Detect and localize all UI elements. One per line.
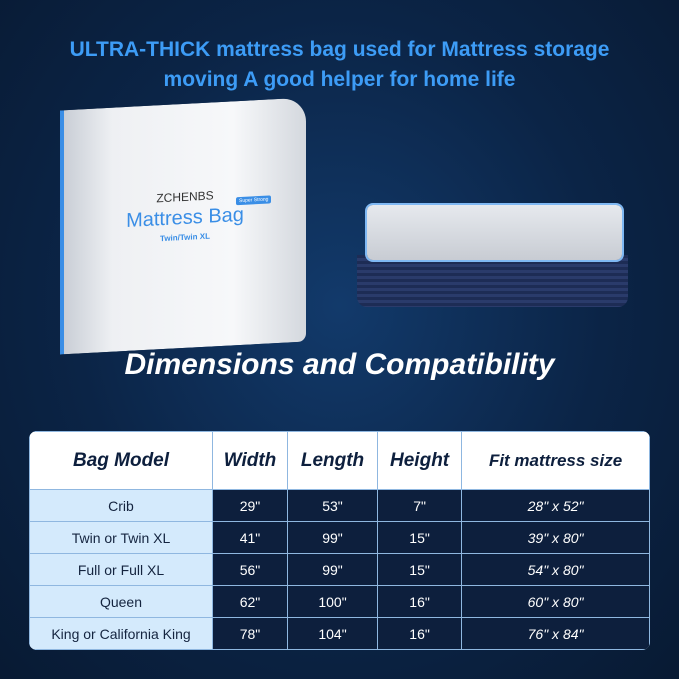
header-width: Width	[212, 431, 288, 490]
cell-width: 62"	[212, 585, 288, 618]
table-row: Twin or Twin XL 41" 99" 15" 39" x 80"	[29, 521, 650, 554]
cell-bag-model: Full or Full XL	[29, 553, 213, 586]
dimensions-table: Bag Model Width Length Height Fit mattre…	[29, 431, 650, 650]
cell-width: 41"	[212, 521, 288, 554]
cell-height: 16"	[377, 585, 463, 618]
cell-width: 78"	[212, 617, 288, 650]
mattress-top	[367, 205, 622, 260]
headline-line-1: ULTRA-THICK mattress bag used for Mattre…	[69, 38, 610, 61]
cell-height: 15"	[377, 521, 463, 554]
cell-fit-size: 60" x 80"	[461, 585, 650, 618]
header-height: Height	[377, 431, 463, 490]
cell-fit-size: 76" x 84"	[461, 617, 650, 650]
mattress-bag-image: ZCHENBS Super Strong Mattress Bag Twin/T…	[60, 97, 306, 355]
table-row: Crib 29" 53" 7" 28" x 52"	[29, 489, 650, 522]
header-bag-model: Bag Model	[29, 431, 213, 490]
cell-length: 104"	[286, 617, 379, 650]
cell-fit-size: 54" x 80"	[461, 553, 650, 586]
header-length: Length	[286, 431, 379, 490]
cell-length: 53"	[286, 489, 379, 522]
cell-width: 29"	[212, 489, 288, 522]
cell-height: 15"	[377, 553, 463, 586]
cell-fit-size: 28" x 52"	[461, 489, 650, 522]
cell-bag-model: Crib	[29, 489, 213, 522]
mattress-side	[357, 255, 628, 307]
table-row: Queen 62" 100" 16" 60" x 80"	[29, 585, 650, 618]
table-row: King or California King 78" 104" 16" 76" x 8…	[29, 617, 650, 650]
header-fit-size: Fit mattress size	[461, 431, 650, 490]
cell-bag-model: Twin or Twin XL	[29, 521, 213, 554]
table-header-row: Bag Model Width Length Height Fit mattre…	[29, 431, 650, 490]
cell-height: 16"	[377, 617, 463, 650]
section-title: Dimensions and Compatibility	[124, 348, 555, 381]
cell-length: 99"	[286, 521, 379, 554]
cell-length: 99"	[286, 553, 379, 586]
headline-line-2: moving A good helper for home life	[163, 68, 516, 91]
cell-width: 56"	[212, 553, 288, 586]
cell-height: 7"	[377, 489, 463, 522]
table-row: Full or Full XL 56" 99" 15" 54" x 80"	[29, 553, 650, 586]
cell-length: 100"	[286, 585, 379, 618]
cell-bag-model: Queen	[29, 585, 213, 618]
cell-fit-size: 39" x 80"	[461, 521, 650, 554]
bagged-mattress-image	[355, 195, 630, 310]
cell-bag-model: King or California King	[29, 617, 213, 650]
